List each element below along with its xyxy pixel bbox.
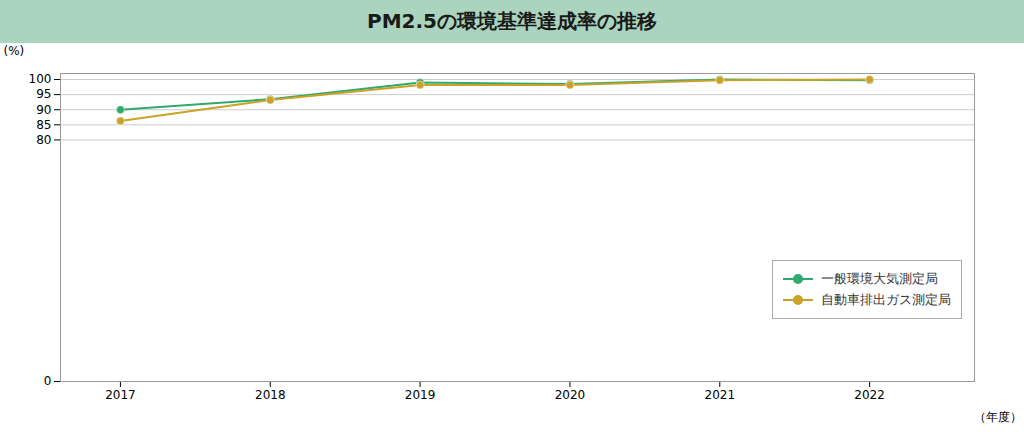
- svg-text:2021: 2021: [705, 388, 736, 402]
- svg-text:(%): (%): [4, 44, 25, 58]
- svg-text:90: 90: [36, 103, 51, 117]
- svg-text:85: 85: [36, 118, 51, 132]
- svg-text:0: 0: [44, 374, 52, 388]
- svg-text:95: 95: [36, 87, 51, 101]
- svg-text:2018: 2018: [255, 388, 286, 402]
- svg-text:100: 100: [29, 72, 52, 86]
- html-text:自動車排出ガス測定局: 自動車排出ガス測定局: [821, 292, 951, 307]
- svg-text:2020: 2020: [555, 388, 586, 402]
- svg-text:2017: 2017: [105, 388, 136, 402]
- html-text:一般環境大気測定局: 一般環境大気測定局: [821, 271, 938, 286]
- svg-text:2022: 2022: [854, 388, 885, 402]
- svg-text:2019: 2019: [405, 388, 436, 402]
- svg-text:80: 80: [36, 133, 51, 147]
- svg-text:（年度）: （年度）: [974, 410, 1022, 424]
- html-text:PM2.5の環境基準達成率の推移: PM2.5の環境基準達成率の推移: [367, 9, 657, 33]
